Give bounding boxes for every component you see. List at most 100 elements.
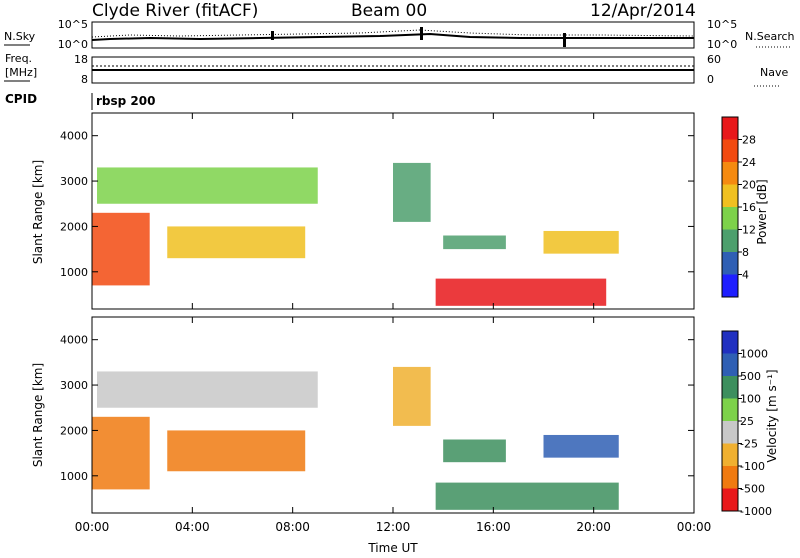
velocity-colorbar-tick-label: 500	[740, 370, 761, 383]
power-colorbar-tick-label: 24	[742, 156, 756, 169]
velocity-data-region	[393, 366, 431, 426]
velocity-x-tick-label: 08:00	[275, 520, 310, 534]
freq-label: Freq.	[5, 52, 32, 65]
freq-tick-bottom: 8	[81, 73, 88, 86]
nsky-panel	[91, 21, 695, 49]
power-colorbar-segment	[722, 117, 738, 140]
nsky-tick-bottom: 10^0	[58, 38, 88, 51]
nsky-label: N.Sky	[4, 30, 36, 43]
station-title: Clyde River (fitACF)	[92, 1, 258, 21]
power-data-layer	[92, 162, 619, 306]
power-x-axis	[91, 113, 695, 309]
nsearch-label: N.Search	[745, 30, 795, 43]
power-colorbar-segment	[722, 184, 738, 207]
nave-tick-top: 60	[707, 53, 721, 66]
power-panel: 1000 2000 3000 4000 Slant Range [km] 4 8 12 16…	[31, 112, 769, 310]
freq-tick-top: 18	[74, 53, 88, 66]
power-colorbar-tick-label: 28	[742, 134, 756, 147]
power-colorbar-segment	[722, 139, 738, 162]
power-colorbar-tick-label: 8	[742, 246, 749, 259]
nsky-spike	[271, 31, 274, 40]
velocity-colorbar-segment	[722, 488, 738, 511]
beam-label: Beam 00	[351, 1, 427, 21]
velocity-colorbar-tick-label: 100	[740, 393, 761, 406]
power-data-region	[92, 212, 150, 286]
velocity-y-tick-label: 2000	[60, 424, 88, 437]
power-colorbar-tick-label: 4	[742, 269, 749, 282]
power-colorbar-segment	[722, 162, 738, 185]
velocity-colorbar-segment	[722, 331, 738, 354]
power-data-region	[393, 162, 431, 222]
velocity-panel: 1000 2000 3000 4000 00:00 04:00 08:00 12:00 16:…	[31, 316, 779, 534]
velocity-colorbar-tick-label: -100	[740, 460, 765, 473]
power-data-region	[97, 167, 318, 204]
velocity-colorbar-segment	[722, 353, 738, 376]
nsky-trace	[91, 32, 694, 41]
velocity-data-region	[92, 416, 150, 490]
power-colorbar-segment	[722, 207, 738, 230]
velocity-x-tick-label: 12:00	[376, 520, 411, 534]
velocity-colorbar-tick-label: -500	[740, 483, 765, 496]
power-colorbar: 4 8 12 16 20 24 28	[721, 116, 756, 298]
velocity-x-tick-label: 00:00	[677, 520, 712, 534]
velocity-x-tick-label: 16:00	[476, 520, 511, 534]
velocity-data-layer	[92, 366, 619, 510]
x-axis-label: Time UT	[367, 541, 418, 554]
velocity-colorbar-segment	[722, 443, 738, 466]
power-colorbar-tick-label: 12	[742, 224, 756, 237]
velocity-colorbar-tick-label: 25	[740, 415, 754, 428]
power-data-region	[167, 226, 306, 259]
power-colorbar-tick-label: 20	[742, 179, 756, 192]
power-colorbar-segment	[722, 274, 738, 297]
velocity-data-region	[443, 439, 506, 463]
power-colorbar-segment	[722, 229, 738, 252]
velocity-colorbar: 1000 500 100 25 -25 -100 -500 -1000	[721, 330, 772, 518]
power-y-axis-label: Slant Range [km]	[31, 160, 45, 264]
nave-tick-bottom: 0	[707, 73, 714, 86]
velocity-x-axis: 00:00 04:00 08:00 12:00 16:00 20:00 00:00	[75, 317, 712, 534]
velocity-y-axis-label: Slant Range [km]	[31, 363, 45, 467]
velocity-data-region	[435, 482, 619, 510]
velocity-colorbar-tick-label: -1000	[740, 505, 772, 518]
velocity-data-region	[97, 371, 318, 408]
cpid-label: CPID	[5, 92, 37, 106]
velocity-y-tick-label: 4000	[60, 334, 88, 347]
velocity-colorbar-segment	[722, 466, 738, 489]
velocity-colorbar-segment	[722, 421, 738, 444]
power-data-region	[443, 235, 506, 250]
power-y-tick-label: 1000	[60, 266, 88, 279]
power-data-region	[543, 230, 619, 254]
velocity-colorbar-label: Velocity [m s⁻¹]	[765, 369, 779, 462]
velocity-y-tick-label: 3000	[60, 379, 88, 392]
velocity-y-tick-label: 1000	[60, 470, 88, 483]
power-y-axis: 1000 2000 3000 4000	[60, 130, 694, 279]
velocity-x-tick-label: 20:00	[576, 520, 611, 534]
velocity-data-region	[167, 430, 306, 472]
power-y-tick-label: 2000	[60, 220, 88, 233]
nsky-tick-top: 10^5	[58, 18, 88, 31]
velocity-y-axis: 1000 2000 3000 4000	[60, 334, 694, 483]
nsearch-tick-bottom: 10^0	[707, 38, 737, 51]
velocity-data-region	[543, 434, 619, 458]
power-y-tick-label: 3000	[60, 175, 88, 188]
velocity-x-tick-label: 04:00	[175, 520, 210, 534]
nsky-spike	[420, 27, 423, 40]
velocity-x-tick-label: 00:00	[75, 520, 110, 534]
velocity-colorbar-segment	[722, 376, 738, 399]
freq-unit-label: [MHz]	[5, 66, 37, 79]
power-colorbar-segment	[722, 252, 738, 275]
cpid-value: rbsp 200	[96, 94, 155, 108]
date-label: 12/Apr/2014	[590, 1, 696, 21]
power-data-region	[435, 278, 607, 306]
velocity-colorbar-segment	[722, 398, 738, 421]
velocity-colorbar-tick-label: 1000	[740, 348, 768, 361]
nave-label: Nave	[760, 66, 788, 79]
power-colorbar-tick-label: 16	[742, 201, 756, 214]
velocity-colorbar-tick-label: -25	[740, 438, 758, 451]
nsky-spike	[563, 33, 566, 47]
power-colorbar-label: Power [dB]	[755, 179, 769, 244]
power-y-tick-label: 4000	[60, 130, 88, 143]
nsearch-tick-top: 10^5	[707, 18, 737, 31]
